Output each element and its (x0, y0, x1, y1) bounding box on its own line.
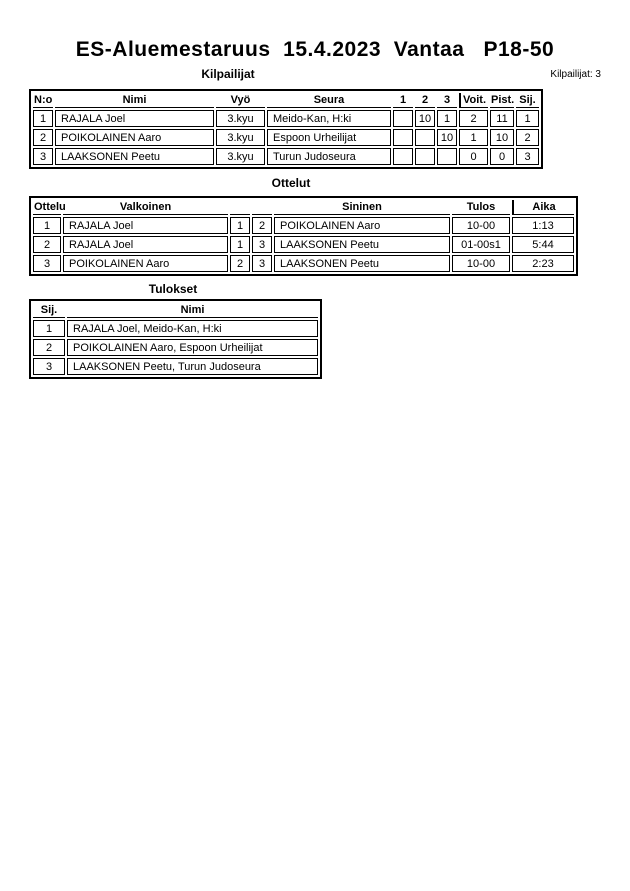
cell-no: 1 (33, 110, 53, 127)
cell-blue-no: 3 (252, 255, 272, 272)
table-row: 3 LAAKSONEN Peetu 3.kyu Turun Judoseura … (33, 148, 539, 165)
cell-voit: 0 (459, 148, 488, 165)
cell-ottelu: 2 (33, 236, 61, 253)
cell-round1 (393, 110, 413, 127)
col-header-sininen: Sininen (274, 200, 450, 215)
col-header-seura: Seura (267, 93, 391, 108)
cell-voit: 2 (459, 110, 488, 127)
cell-pist: 11 (490, 110, 514, 127)
cell-sij: 1 (33, 320, 65, 337)
cell-pist: 10 (490, 129, 514, 146)
cell-round3 (437, 148, 457, 165)
cell-blue-no: 3 (252, 236, 272, 253)
cell-aika: 2:23 (512, 255, 574, 272)
cell-round3: 1 (437, 110, 457, 127)
kilpailijat-table: N:o Nimi Vyö Seura 1 2 3 Voit. Pist. Sij… (29, 89, 543, 169)
table-row: 2 POIKOLAINEN Aaro 3.kyu Espoon Urheilij… (33, 129, 539, 146)
ottelut-table: Ottelu Valkoinen Sininen Tulos Aika 1 RA… (29, 196, 578, 276)
col-header-blue-no (252, 200, 272, 215)
cell-sij: 3 (33, 358, 65, 375)
cell-nimi: LAAKSONEN Peetu (55, 148, 214, 165)
col-header-round3: 3 (437, 93, 457, 108)
cell-white-no: 2 (230, 255, 250, 272)
col-header-aika: Aika (512, 200, 574, 215)
cell-no: 3 (33, 148, 53, 165)
cell-sij: 2 (33, 339, 65, 356)
cell-valkoinen: POIKOLAINEN Aaro (63, 255, 228, 272)
col-header-voit: Voit. (459, 93, 488, 108)
cell-valkoinen: RAJALA Joel (63, 236, 228, 253)
cell-sininen: POIKOLAINEN Aaro (274, 217, 450, 234)
cell-nimi: POIKOLAINEN Aaro (55, 129, 214, 146)
col-header-round1: 1 (393, 93, 413, 108)
cell-nimi: RAJALA Joel, Meido-Kan, H:ki (67, 320, 318, 337)
cell-sij: 2 (516, 129, 539, 146)
cell-round2: 10 (415, 110, 435, 127)
competitor-count-note: Kilpailijat: 3 (550, 69, 601, 80)
cell-pist: 0 (490, 148, 514, 165)
col-header-pist: Pist. (490, 94, 515, 108)
cell-tulos: 10-00 (452, 217, 510, 234)
table-row: 1 RAJALA Joel 3.kyu Meido-Kan, H:ki 10 1… (33, 110, 539, 127)
col-header-vyo: Vyö (216, 93, 265, 108)
col-header-tulos: Tulos (452, 200, 510, 215)
col-header-sij: Sij. (33, 303, 65, 318)
table-row: 1 RAJALA Joel, Meido-Kan, H:ki (33, 320, 318, 337)
tulokset-header-row: Sij. Nimi (33, 303, 318, 318)
col-header-ottelu: Ottelu (33, 201, 66, 215)
table-row: 1 RAJALA Joel 1 2 POIKOLAINEN Aaro 10-00… (33, 217, 574, 234)
cell-tulos: 01-00s1 (452, 236, 510, 253)
cell-tulos: 10-00 (452, 255, 510, 272)
cell-valkoinen: RAJALA Joel (63, 217, 228, 234)
cell-nimi: RAJALA Joel (55, 110, 214, 127)
col-header-round2: 2 (415, 93, 435, 108)
cell-voit: 1 (459, 129, 488, 146)
section-title-kilpailijat: Kilpailijat (201, 67, 255, 81)
section-title-tulokset: Tulokset (148, 282, 198, 296)
cell-sininen: LAAKSONEN Peetu (274, 236, 450, 253)
table-row: 2 RAJALA Joel 1 3 LAAKSONEN Peetu 01-00s… (33, 236, 574, 253)
cell-vyo: 3.kyu (216, 110, 265, 127)
cell-vyo: 3.kyu (216, 148, 265, 165)
cell-vyo: 3.kyu (216, 129, 265, 146)
cell-aika: 5:44 (512, 236, 574, 253)
cell-sij: 3 (516, 148, 539, 165)
page-title: ES-Aluemestaruus 15.4.2023 Vantaa P18-50 (75, 38, 555, 61)
col-header-no: N:o (33, 94, 53, 108)
cell-round1 (393, 148, 413, 165)
ottelut-header-row: Ottelu Valkoinen Sininen Tulos Aika (33, 200, 574, 215)
cell-round2 (415, 148, 435, 165)
cell-sij: 1 (516, 110, 539, 127)
table-row: 2 POIKOLAINEN Aaro, Espoon Urheilijat (33, 339, 318, 356)
cell-blue-no: 2 (252, 217, 272, 234)
cell-round1 (393, 129, 413, 146)
section-title-ottelut: Ottelut (271, 176, 311, 190)
col-header-valkoinen: Valkoinen (63, 200, 228, 215)
col-header-nimi: Nimi (55, 93, 214, 108)
cell-ottelu: 3 (33, 255, 61, 272)
cell-nimi: POIKOLAINEN Aaro, Espoon Urheilijat (67, 339, 318, 356)
cell-round3: 10 (437, 129, 457, 146)
tulokset-table: Sij. Nimi 1 RAJALA Joel, Meido-Kan, H:ki… (29, 299, 322, 379)
cell-ottelu: 1 (33, 217, 61, 234)
cell-seura: Turun Judoseura (267, 148, 391, 165)
col-header-white-no (230, 200, 250, 215)
kilpailijat-header-row: N:o Nimi Vyö Seura 1 2 3 Voit. Pist. Sij… (33, 93, 539, 108)
cell-aika: 1:13 (512, 217, 574, 234)
cell-sininen: LAAKSONEN Peetu (274, 255, 450, 272)
cell-seura: Espoon Urheilijat (267, 129, 391, 146)
cell-seura: Meido-Kan, H:ki (267, 110, 391, 127)
table-row: 3 POIKOLAINEN Aaro 2 3 LAAKSONEN Peetu 1… (33, 255, 574, 272)
col-header-nimi: Nimi (67, 303, 318, 318)
col-header-sij: Sij. (516, 93, 539, 108)
cell-nimi: LAAKSONEN Peetu, Turun Judoseura (67, 358, 318, 375)
cell-white-no: 1 (230, 217, 250, 234)
table-row: 3 LAAKSONEN Peetu, Turun Judoseura (33, 358, 318, 375)
cell-white-no: 1 (230, 236, 250, 253)
cell-round2 (415, 129, 435, 146)
cell-no: 2 (33, 129, 53, 146)
